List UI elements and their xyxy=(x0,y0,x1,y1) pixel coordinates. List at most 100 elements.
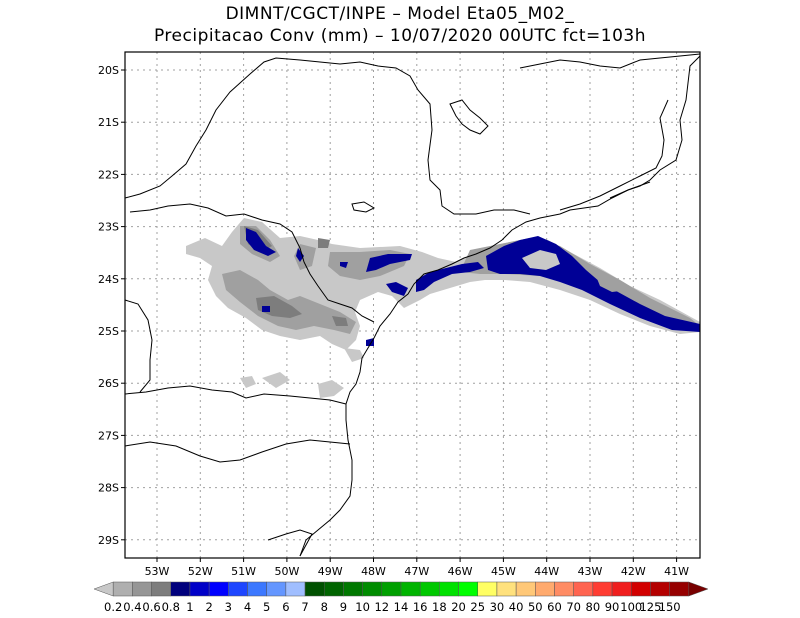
precip-area-gray-south xyxy=(240,348,364,398)
legend-swatch xyxy=(611,581,632,597)
legend-label: 90 xyxy=(605,600,620,614)
legend-swatch xyxy=(285,581,306,597)
lon-label: 50W xyxy=(274,565,299,578)
legend-swatch xyxy=(592,581,613,597)
lat-label: 26S xyxy=(98,377,119,390)
legend-label: 12 xyxy=(374,600,389,614)
legend-swatch xyxy=(400,581,421,597)
legend-swatch xyxy=(515,581,536,597)
precip-gap-ocean xyxy=(522,250,560,270)
legend-swatch xyxy=(112,581,133,597)
longitude-labels: 53W 52W 51W 50W 49W 48W 47W 46W 45W 44W 43W 42W 41W xyxy=(145,558,689,578)
legend-label: 70 xyxy=(566,600,581,614)
legend-swatch xyxy=(151,581,171,597)
lon-label: 44W xyxy=(534,565,559,578)
legend-swatch xyxy=(362,581,383,597)
legend-label: 60 xyxy=(547,600,562,614)
legend-labels: 0.2 0.4 0.6 0.8 1 2 3 4 5 6 7 8 9 10 12 14 16 18 20 25 30 40 5… xyxy=(104,600,681,614)
coastline-and-borders xyxy=(124,53,701,557)
legend-label: 0.8 xyxy=(162,600,180,614)
legend-swatch xyxy=(343,581,363,597)
legend-label: 25 xyxy=(470,600,485,614)
lat-label: 20S xyxy=(98,64,119,77)
map-subtitle: Precipitacao Conv (mm) – 10/07/2020 00UT… xyxy=(153,26,647,46)
lon-label: 46W xyxy=(448,565,473,578)
legend-label: 125 xyxy=(639,600,661,614)
legend-label: 3 xyxy=(225,600,232,614)
lat-label: 22S xyxy=(98,168,119,181)
lon-label: 52W xyxy=(188,565,213,578)
legend-swatch xyxy=(554,581,574,597)
lon-label: 49W xyxy=(318,565,343,578)
lat-label: 21S xyxy=(98,116,119,129)
legend-label: 6 xyxy=(282,600,289,614)
legend-swatch xyxy=(228,581,248,597)
legend-swatch xyxy=(266,581,287,597)
legend-swatch xyxy=(189,581,210,597)
legend-label: 14 xyxy=(394,600,409,614)
legend-label: 10 xyxy=(355,600,370,614)
legend-label: 0.2 xyxy=(104,600,122,614)
map-frame xyxy=(124,51,701,559)
legend-label: 0.4 xyxy=(123,600,141,614)
legend-swatch xyxy=(535,581,555,597)
legend-swatch xyxy=(669,581,690,597)
legend-label: 30 xyxy=(490,600,505,614)
legend-swatch xyxy=(381,581,402,597)
legend-label: 150 xyxy=(659,600,681,614)
lat-lon-grid xyxy=(125,52,700,558)
legend-label: 16 xyxy=(413,600,428,614)
legend-swatch xyxy=(132,581,152,597)
legend-label: 1 xyxy=(186,600,193,614)
legend-swatch-over xyxy=(688,581,709,597)
legend-swatch xyxy=(439,581,459,597)
legend-swatch xyxy=(496,581,517,597)
legend-swatch xyxy=(324,581,344,597)
latitude-labels: 20S 21S 22S 23S 24S 25S 26S 27S 28S 29S xyxy=(98,64,125,547)
precip-area-gray-mid xyxy=(222,226,700,334)
legend-swatch xyxy=(631,581,651,597)
precip-area-gray-dark xyxy=(244,226,348,326)
legend-label: 7 xyxy=(301,600,308,614)
lon-label: 43W xyxy=(578,565,603,578)
legend-colorbar xyxy=(93,581,709,597)
lat-label: 23S xyxy=(98,221,119,234)
lon-label: 53W xyxy=(145,565,170,578)
legend-swatch xyxy=(247,581,267,597)
legend-swatch xyxy=(419,581,440,597)
precipitation-field xyxy=(186,218,700,398)
precip-gap-ocean-2 xyxy=(596,276,628,292)
legend-swatch xyxy=(650,581,670,597)
lat-label: 25S xyxy=(98,325,119,338)
lon-label: 41W xyxy=(664,565,689,578)
map-title: DIMNT/CGCT/INPE – Model Eta05_M02_ xyxy=(225,4,575,24)
legend-label: 40 xyxy=(509,600,524,614)
legend-label: 2 xyxy=(205,600,212,614)
lon-label: 42W xyxy=(621,565,646,578)
legend-label: 5 xyxy=(263,600,270,614)
legend-swatch-under xyxy=(93,581,114,597)
lon-label: 47W xyxy=(404,565,429,578)
lat-label: 24S xyxy=(98,273,119,286)
lon-label: 45W xyxy=(491,565,516,578)
legend-label: 0.6 xyxy=(142,600,160,614)
legend-label: 100 xyxy=(620,600,642,614)
legend-label: 18 xyxy=(432,600,447,614)
legend-label: 80 xyxy=(586,600,601,614)
lon-label: 48W xyxy=(361,565,386,578)
legend-label: 8 xyxy=(321,600,328,614)
lat-label: 29S xyxy=(98,534,119,547)
lon-label: 51W xyxy=(231,565,256,578)
legend-swatch xyxy=(458,581,478,597)
legend-swatch xyxy=(573,581,594,597)
legend-swatch xyxy=(170,581,191,597)
legend-label: 9 xyxy=(340,600,347,614)
lat-label: 28S xyxy=(98,482,119,495)
legend-label: 4 xyxy=(244,600,251,614)
legend-swatch xyxy=(304,581,325,597)
lat-label: 27S xyxy=(98,429,119,442)
legend-label: 50 xyxy=(528,600,543,614)
legend-label: 20 xyxy=(451,600,466,614)
legend-swatch xyxy=(477,581,498,597)
